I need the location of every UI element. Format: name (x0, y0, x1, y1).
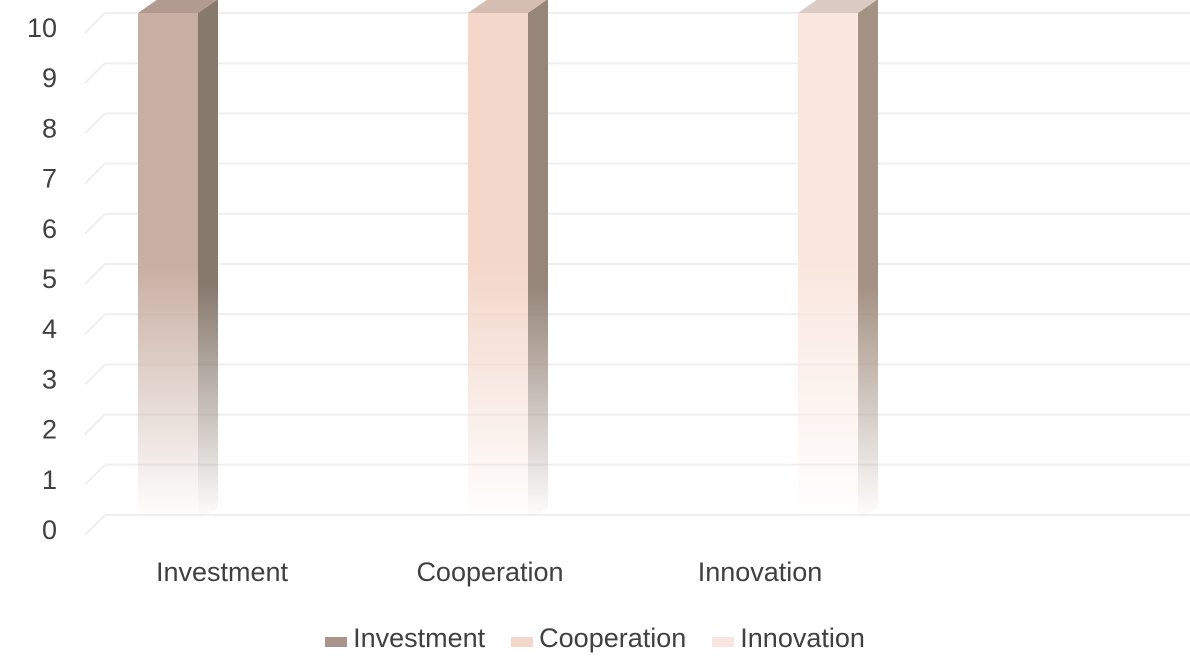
gridline-side (84, 514, 106, 536)
x-category-label: Investment (156, 557, 289, 587)
x-axis-category-labels: Investment Cooperation Innovation (156, 557, 822, 587)
legend-label: Cooperation (539, 623, 687, 653)
gridline-side (84, 313, 106, 335)
gridline-side (84, 112, 106, 135)
y-axis-tick-labels: 0 1 2 3 4 5 6 7 8 9 10 (27, 13, 57, 545)
legend-label: Innovation (740, 623, 865, 653)
y-tick-label: 1 (42, 465, 57, 495)
bar-side-face (198, 0, 218, 521)
gridlines (84, 12, 1190, 536)
bar-investment (138, 0, 218, 521)
y-tick-label: 0 (42, 515, 57, 545)
legend: Investment Cooperation Innovation (0, 620, 1190, 656)
gridline-side (84, 213, 106, 235)
gridline-side (84, 62, 106, 84)
legend-label: Investment (353, 623, 486, 653)
x-category-label: Cooperation (416, 557, 563, 587)
legend-swatch (511, 637, 534, 647)
bar-top-face (138, 0, 217, 13)
bar-cooperation (468, 0, 548, 521)
bar-front-face (138, 13, 198, 521)
y-tick-label: 4 (42, 314, 57, 344)
legend-item: Investment (325, 620, 485, 656)
y-tick-label: 3 (42, 364, 57, 394)
gridline-side (84, 464, 106, 486)
gridline-side (84, 263, 106, 285)
gridline-side (84, 413, 106, 436)
y-tick-label: 2 (42, 415, 57, 445)
bar-side-face (858, 0, 878, 521)
bar-top-face (798, 0, 877, 13)
legend-swatch (325, 637, 348, 647)
bar-top-face (468, 0, 547, 13)
legend-item: Cooperation (511, 620, 686, 656)
x-category-label: Innovation (698, 557, 823, 587)
y-tick-label: 8 (42, 113, 57, 143)
y-tick-label: 5 (42, 264, 57, 294)
bar-front-face (468, 13, 528, 521)
legend-item: Innovation (712, 620, 865, 656)
gridline-side (84, 162, 106, 185)
bars (138, 0, 878, 521)
bar-side-face (528, 0, 548, 521)
bar-innovation (798, 0, 878, 521)
y-tick-label: 7 (42, 164, 57, 194)
legend-swatch (712, 637, 735, 647)
y-tick-label: 9 (42, 63, 57, 93)
bar-front-face (798, 13, 858, 521)
gridline-side (84, 363, 106, 386)
gridline-side (84, 12, 106, 34)
y-tick-label: 10 (27, 13, 57, 43)
y-tick-label: 6 (42, 214, 57, 244)
